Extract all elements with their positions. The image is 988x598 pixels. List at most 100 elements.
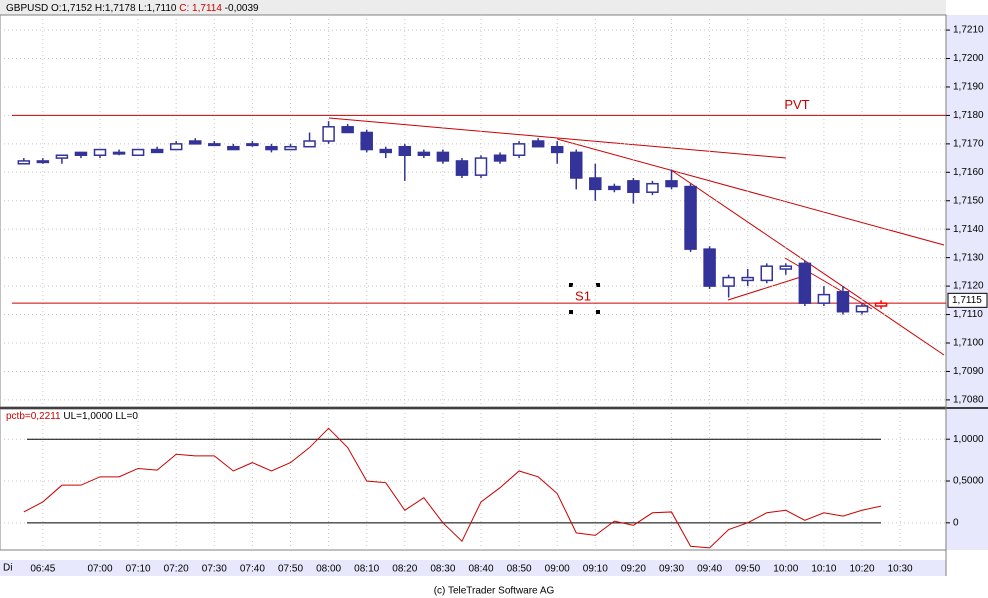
y-tick-label: 1,7090: [953, 366, 984, 377]
candle-body: [703, 248, 716, 287]
candle-body: [169, 143, 183, 151]
trend-line: [556, 138, 945, 246]
candle-body: [531, 140, 545, 148]
y-tick-label: 1,7140: [953, 224, 984, 235]
x-tick-label: 10:30: [888, 564, 913, 575]
x-tick-label: 10:00: [773, 564, 798, 575]
candle-body: [665, 180, 678, 188]
candle-body: [798, 262, 812, 304]
x-tick-label: 08:40: [468, 564, 493, 575]
x-tick-label: 10:20: [849, 564, 874, 575]
level-label: PVT: [784, 97, 809, 112]
pctb: pctb=0,2211: [6, 411, 61, 422]
candle-body: [150, 148, 164, 154]
candle-body: [93, 148, 107, 156]
y-tick-label: 1,7180: [953, 110, 984, 121]
candle-body: [208, 143, 221, 147]
y-tick-label: 1,7170: [953, 139, 984, 150]
y-tick-label: 1,7150: [953, 195, 984, 206]
candle-body: [398, 145, 412, 156]
limits: UL=1,0000 LL=0: [63, 411, 138, 422]
x-tick-label: 09:10: [583, 564, 608, 575]
x-tick-label: 08:10: [354, 564, 379, 575]
x-tick-label: 06:45: [30, 564, 55, 575]
y-tick-label: 1,0000: [953, 434, 984, 445]
x-tick-label: 08:20: [392, 564, 417, 575]
y-tick-label: 1,7160: [953, 167, 984, 178]
candle-body: [74, 151, 88, 156]
header-bar: [0, 0, 946, 15]
candle-body: [741, 276, 754, 282]
y-tick-label: 1,7130: [953, 252, 984, 263]
last-price-box: [947, 292, 988, 308]
x-tick-label: 08:30: [430, 564, 455, 575]
x-tick-label: 07:10: [126, 564, 151, 575]
candle-body: [284, 145, 297, 151]
candle-body: [303, 140, 316, 148]
candle-body: [474, 157, 488, 176]
candle-body: [36, 160, 50, 164]
candle-body: [55, 154, 69, 159]
candle-body: [684, 185, 697, 250]
candle-body: [112, 151, 126, 155]
candle-body: [322, 126, 335, 142]
x-tick-label: 09:40: [697, 564, 722, 575]
x-tick-label: 08:50: [507, 564, 532, 575]
handle: [569, 310, 573, 314]
candle-body: [512, 143, 526, 156]
candle-body: [627, 180, 640, 193]
x-tick-label: 07:20: [164, 564, 189, 575]
selection-handles: [569, 283, 600, 314]
candle-body: [436, 151, 450, 162]
y-tick-label: 1,7210: [953, 25, 984, 36]
quote: GBPUSD O:1,7152 H:1,7178 L:1,7110: [6, 3, 177, 14]
handle: [569, 283, 573, 287]
candle-body: [379, 148, 392, 154]
handle: [596, 283, 600, 287]
indicator-header: pctb=0,2211 UL=1,0000 LL=0: [6, 411, 138, 422]
y-tick-label: 0: [953, 517, 959, 528]
price-panel: [0, 14, 947, 408]
x-tick-label: 09:50: [735, 564, 760, 575]
candle-body: [417, 151, 431, 156]
candle-body: [360, 131, 373, 151]
change: -0,0039: [225, 3, 259, 14]
x-tick-label: 07:50: [278, 564, 303, 575]
candle-body: [341, 126, 354, 134]
day-label: Di: [3, 563, 12, 574]
level-label: S1: [575, 289, 591, 304]
close: C: 1,7114: [179, 3, 222, 14]
indicator-axis: [946, 409, 988, 550]
x-tick-label: 07:30: [202, 564, 227, 575]
y-tick-label: 1,7100: [953, 338, 984, 349]
price-axis: [946, 15, 988, 407]
header-text: GBPUSD O:1,7152 H:1,7178 L:1,7110 C: 1,7…: [6, 3, 259, 14]
y-tick-label: 1,7120: [953, 281, 984, 292]
x-tick-label: 10:10: [811, 564, 836, 575]
candle-body: [265, 145, 278, 151]
last-price-label: 1,7115: [952, 295, 982, 306]
candle-body: [17, 160, 31, 165]
candle-body: [836, 291, 850, 313]
footer: (c) TeleTrader Software AG: [434, 586, 555, 597]
x-tick-label: 09:20: [621, 564, 646, 575]
x-tick-label: 07:40: [240, 564, 265, 575]
candle-body: [550, 145, 564, 154]
y-tick-label: 1,7080: [953, 395, 984, 406]
candle-body: [608, 185, 621, 191]
time-axis: [0, 560, 946, 576]
x-tick-label: 07:00: [87, 564, 112, 575]
candle-body: [589, 177, 602, 191]
x-tick-label: 09:00: [545, 564, 570, 575]
x-tick-label: 09:30: [659, 564, 684, 575]
indicator-panel: [0, 408, 947, 551]
candle-body: [570, 151, 583, 179]
candle-body: [131, 148, 145, 156]
y-tick-label: 1,7110: [953, 309, 983, 320]
candle-body: [722, 276, 735, 287]
candle-body: [646, 182, 659, 193]
trend-line: [727, 275, 805, 301]
candle-body: [189, 140, 202, 145]
indicator-line: [23, 427, 882, 549]
